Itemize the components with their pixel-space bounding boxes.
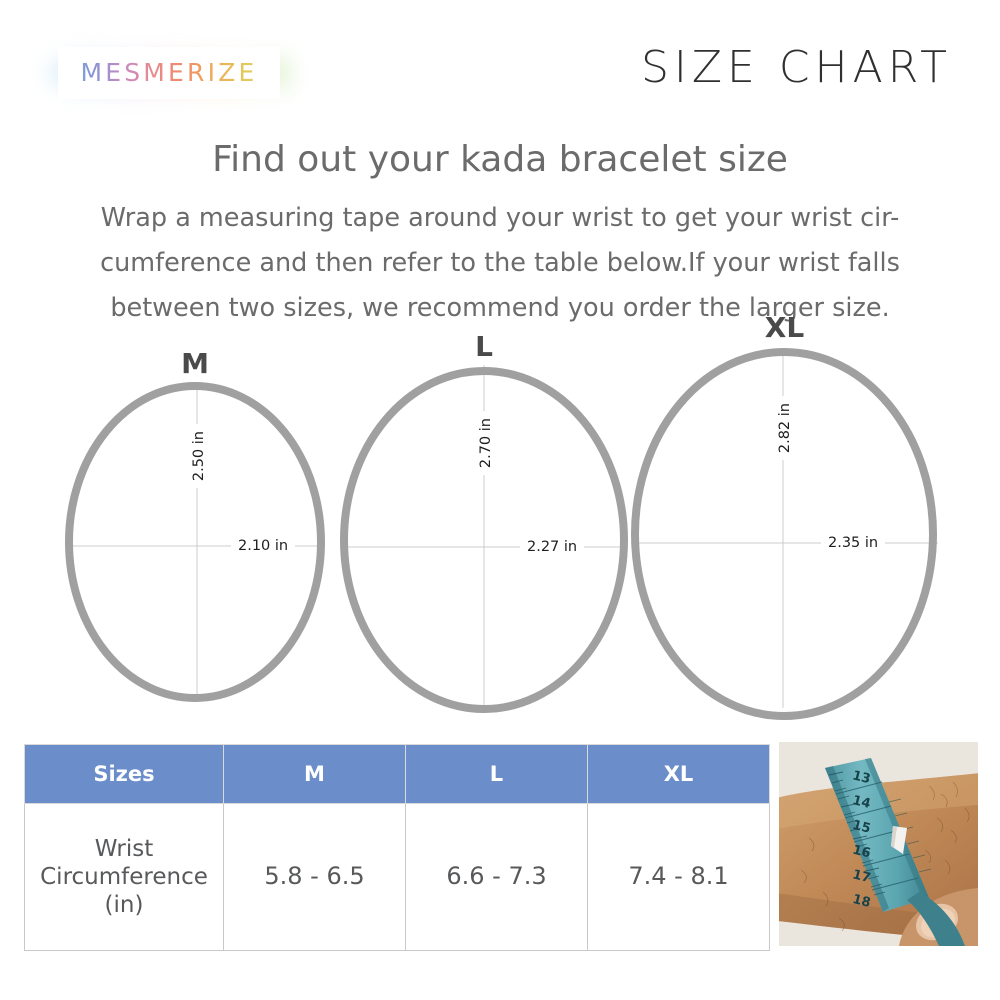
row-label-line-2: Circumference [40, 863, 208, 890]
intro-line-2: cumference and then refer to the table b… [100, 247, 900, 278]
table-header-sizes: Sizes [24, 744, 224, 804]
oval-width-label-l: 2.27 in [520, 539, 585, 555]
oval-label-xl: XL [764, 311, 805, 344]
oval-height-label-xl: 2.82 in [777, 396, 793, 461]
tape-number-15: 15 [851, 818, 872, 837]
wrist-photo-illustration: 13 14 15 16 17 18 [779, 742, 978, 946]
oval-label-m: M [181, 347, 209, 380]
oval-height-label-l: 2.70 in [478, 411, 494, 476]
intro-line-3: between two sizes, we recommend you orde… [110, 293, 890, 324]
tape-number-14: 14 [851, 793, 872, 812]
row-label-line-1: Wrist [94, 835, 154, 862]
cell-wrist-m: 5.8 - 6.5 [223, 803, 406, 951]
tape-number-17: 17 [851, 867, 872, 886]
table-row: Wrist Circumference (in) 5.8 - 6.5 6.6 -… [24, 803, 770, 951]
cell-wrist-xl: 7.4 - 8.1 [587, 803, 770, 951]
table-header-row: Sizes M L XL [24, 744, 770, 804]
oval-height-label-m: 2.50 in [191, 424, 207, 489]
intro-line-1: Wrap a measuring tape around your wrist … [100, 202, 900, 233]
size-diagram-xl: XL 2.82 in 2.35 in [631, 314, 938, 720]
intro-section: Find out your kada bracelet size Wrap a … [0, 140, 1000, 332]
wrist-measuring-photo: 13 14 15 16 17 18 [779, 742, 978, 946]
tape-number-16: 16 [851, 843, 872, 862]
cell-wrist-l: 6.6 - 7.3 [405, 803, 588, 951]
row-label-line-3: (in) [104, 892, 144, 919]
size-table: Sizes M L XL Wrist Circumference (in) 5.… [24, 744, 770, 951]
brand-logo: MESMERIZE [44, 33, 294, 113]
logo-wordmark: MESMERIZE [58, 47, 280, 99]
size-diagram-m: M 2.50 in 2.10 in [65, 350, 325, 702]
tape-number-18: 18 [851, 892, 872, 911]
table-header-xl: XL [587, 744, 770, 804]
table-header-m: M [223, 744, 406, 804]
intro-paragraph: Wrap a measuring tape around your wrist … [47, 196, 953, 332]
table-header: Sizes M L XL [24, 744, 770, 804]
tape-number-13: 13 [851, 768, 872, 787]
intro-heading: Find out your kada bracelet size [212, 139, 788, 180]
page-header: MESMERIZE SIZE CHART [0, 0, 1000, 130]
oval-label-l: L [475, 330, 493, 363]
row-label-wrist-circumference: Wrist Circumference (in) [24, 803, 224, 951]
size-diagram-l: L 2.70 in 2.27 in [340, 333, 628, 713]
table-header-l: L [405, 744, 588, 804]
table-body: Wrist Circumference (in) 5.8 - 6.5 6.6 -… [24, 803, 770, 951]
oval-width-label-xl: 2.35 in [821, 535, 886, 551]
size-diagrams: M 2.50 in 2.10 in L 2.70 in 2.27 in XL 2… [0, 314, 1000, 740]
oval-width-label-m: 2.10 in [231, 538, 296, 554]
page-title: SIZE CHART [641, 42, 952, 93]
logo-box [58, 47, 280, 99]
